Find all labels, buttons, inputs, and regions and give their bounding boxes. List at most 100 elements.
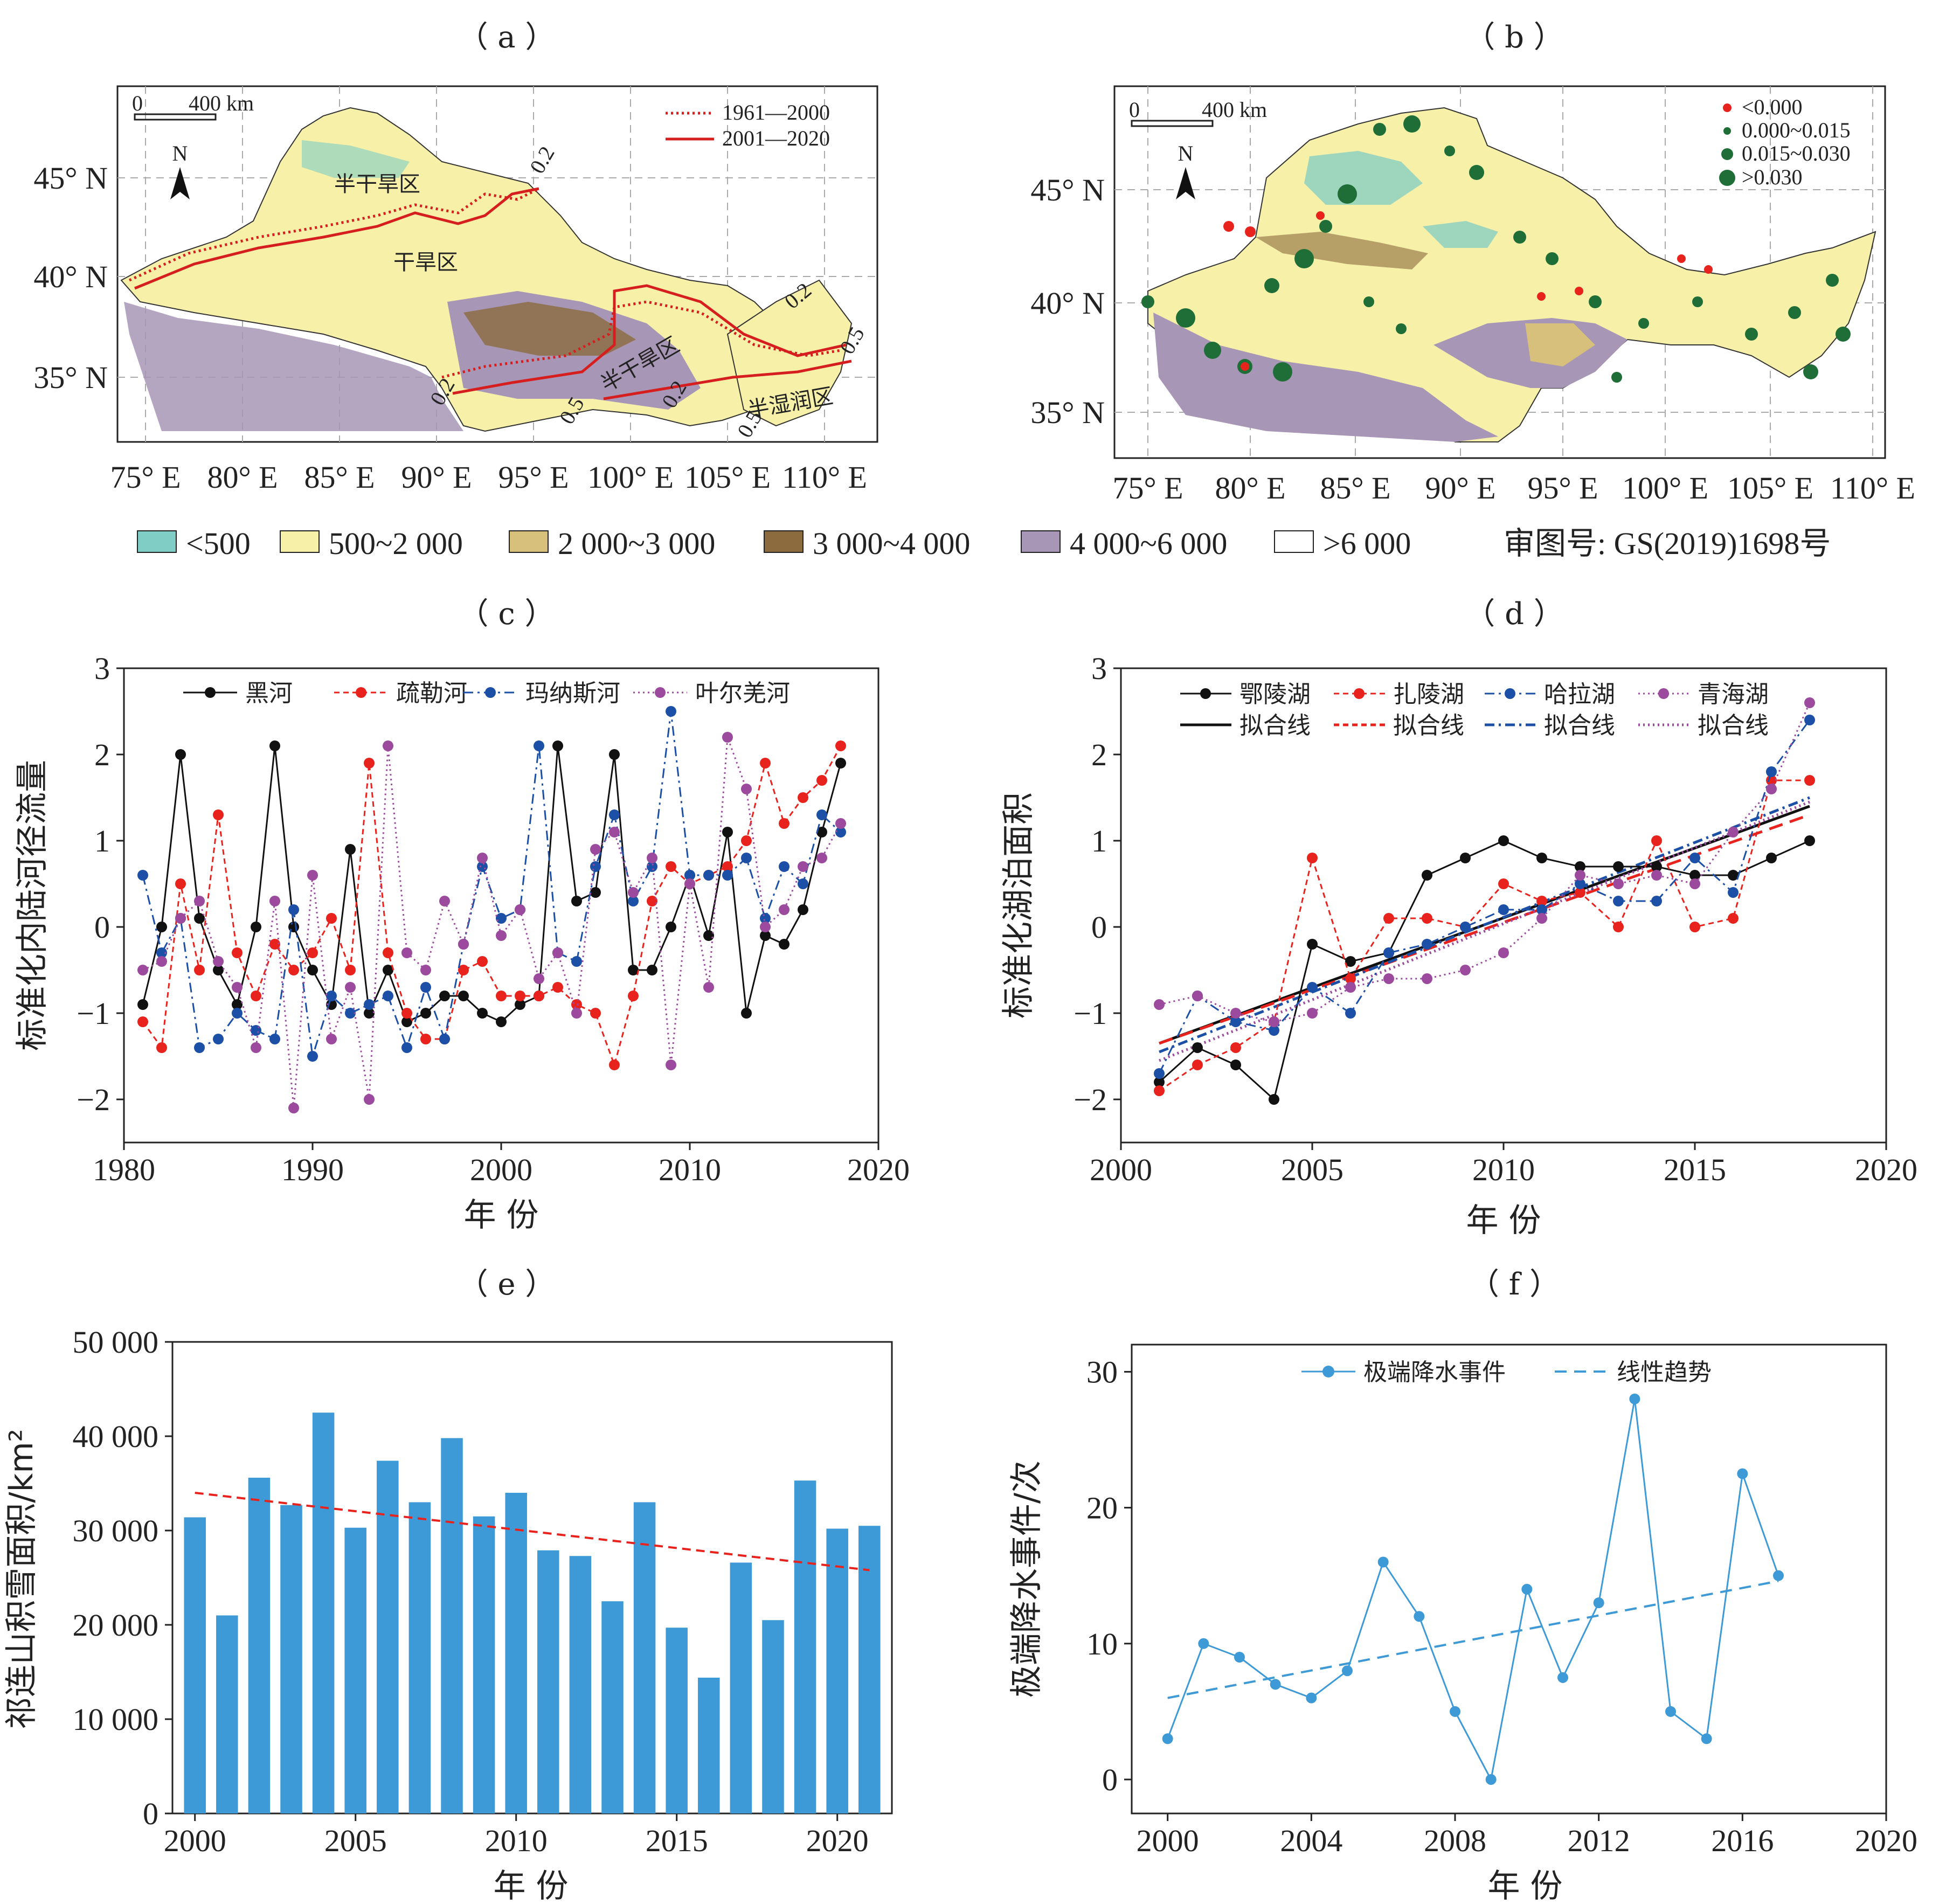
map-b-lon-tick: 95° E <box>1527 470 1598 506</box>
x-tick-label: 2015 <box>1664 1152 1726 1187</box>
data-point <box>1766 766 1777 777</box>
data-point <box>1422 939 1432 950</box>
data-point <box>1306 1692 1317 1704</box>
data-point <box>232 999 243 1010</box>
chart-c-plot <box>137 706 846 1113</box>
data-point <box>1230 1060 1241 1070</box>
data-point <box>1154 1077 1165 1088</box>
data-point <box>156 956 167 967</box>
x-tick-label: 2016 <box>1711 1823 1774 1858</box>
data-point <box>288 965 299 975</box>
legend-fit-label: 拟合线 <box>1698 712 1769 739</box>
data-point <box>760 930 771 941</box>
chart-c-legend: 黑河 疏勒河 玛纳斯河 叶尔羌河 <box>183 680 790 707</box>
data-point <box>213 965 224 975</box>
elev-swatch <box>137 530 177 553</box>
data-point <box>1345 982 1356 993</box>
data-point <box>571 956 582 967</box>
y-tick-label: 20 <box>1086 1491 1118 1526</box>
bar <box>666 1628 688 1813</box>
series-line <box>1159 702 1811 1023</box>
data-point <box>835 740 846 751</box>
map-b-basin <box>1304 151 1423 205</box>
bar <box>408 1502 431 1813</box>
panel-label-f: （ f ） <box>1469 1267 1560 1302</box>
data-point <box>307 947 318 958</box>
data-point <box>1383 913 1394 924</box>
data-point <box>345 982 356 993</box>
x-tick-label: 2004 <box>1280 1823 1342 1858</box>
x-tick-label: 1980 <box>93 1152 155 1187</box>
trend-point <box>1176 308 1195 328</box>
bar <box>441 1438 463 1813</box>
chart-d-y-label: 标准化湖泊面积 <box>1000 792 1037 1019</box>
data-point <box>1154 1068 1165 1079</box>
data-point <box>835 818 846 829</box>
trend-point-negative <box>1677 254 1686 263</box>
map-b: 0 400 km N <0.000 0.000~0.015 0.015~0.03… <box>1030 85 1915 506</box>
y-tick-label: 3 <box>1091 651 1107 686</box>
data-point <box>137 1016 148 1027</box>
chart-e-plot <box>184 1413 881 1813</box>
data-point <box>1728 827 1739 837</box>
map-a-north-arrow: N <box>170 141 190 199</box>
legend-marker <box>1505 688 1515 699</box>
map-b-tianshan <box>1256 232 1428 269</box>
chart-f-y-label: 极端降水事件/次 <box>1008 1460 1045 1698</box>
trend-point <box>1611 372 1622 383</box>
map-b-legend-item: 0.000~0.015 <box>1742 118 1851 142</box>
data-point <box>722 861 733 872</box>
data-point <box>326 1034 337 1044</box>
chart-d-plot <box>1154 697 1815 1105</box>
data-point <box>1377 1556 1389 1568</box>
chart-f-legend: 极端降水事件 线性趋势 <box>1301 1359 1712 1386</box>
legend-marker <box>1200 688 1211 699</box>
map-a: 0 400 km N 1961—2000 2001—2020 半干旱区 干旱区 … <box>33 85 878 495</box>
map-b-lon-tick: 85° E <box>1320 470 1390 506</box>
map-b-trend-points <box>1141 115 1851 383</box>
trend-point <box>1396 323 1407 334</box>
data-point <box>1773 1570 1784 1581</box>
data-point <box>703 982 714 993</box>
chart-c-x-label: 年 份 <box>463 1196 538 1234</box>
map-b-lat-tick: 40° N <box>1030 286 1105 321</box>
map-b-legend: <0.000 0.000~0.015 0.015~0.030 >0.030 <box>1719 95 1851 189</box>
x-tick-label: 2010 <box>659 1152 721 1187</box>
data-point <box>1269 1025 1279 1036</box>
data-point <box>1230 1008 1241 1019</box>
legend-marker <box>1322 1366 1334 1377</box>
elev-label: 4 000~6 000 <box>1070 526 1227 561</box>
map-a-zone-arid: 干旱区 <box>393 250 458 275</box>
data-point <box>534 991 544 1001</box>
legend-marker <box>1658 688 1669 699</box>
chart-e-y-label: 祁连山积雪面积/km² <box>3 1429 40 1729</box>
y-tick-label: 10 000 <box>73 1702 159 1737</box>
data-point <box>175 878 186 889</box>
data-point <box>477 861 488 872</box>
data-point <box>383 991 393 1001</box>
data-point <box>364 758 375 768</box>
map-b-legend-marker-small <box>1723 127 1731 135</box>
data-point <box>609 827 620 837</box>
data-point <box>251 1042 261 1053</box>
y-tick-label: 20 000 <box>73 1608 159 1643</box>
map-a-basin <box>302 140 410 178</box>
data-point <box>1766 784 1777 794</box>
data-point <box>1192 1060 1203 1070</box>
data-point <box>798 792 808 803</box>
fit-line <box>1159 796 1810 1054</box>
data-point <box>458 965 469 975</box>
data-point <box>1593 1597 1604 1609</box>
legend-label: 玛纳斯河 <box>525 680 620 707</box>
trend-line <box>195 1492 870 1571</box>
data-point <box>213 956 224 967</box>
data-point <box>666 706 676 717</box>
data-point <box>515 991 525 1001</box>
data-point <box>1613 896 1624 906</box>
y-tick-label: 0 <box>1091 910 1107 945</box>
legend-label: 黑河 <box>245 680 293 707</box>
panel-label-e: （ e ） <box>458 1267 556 1302</box>
data-point <box>1270 1679 1281 1690</box>
y-tick-label: 1 <box>94 823 110 858</box>
